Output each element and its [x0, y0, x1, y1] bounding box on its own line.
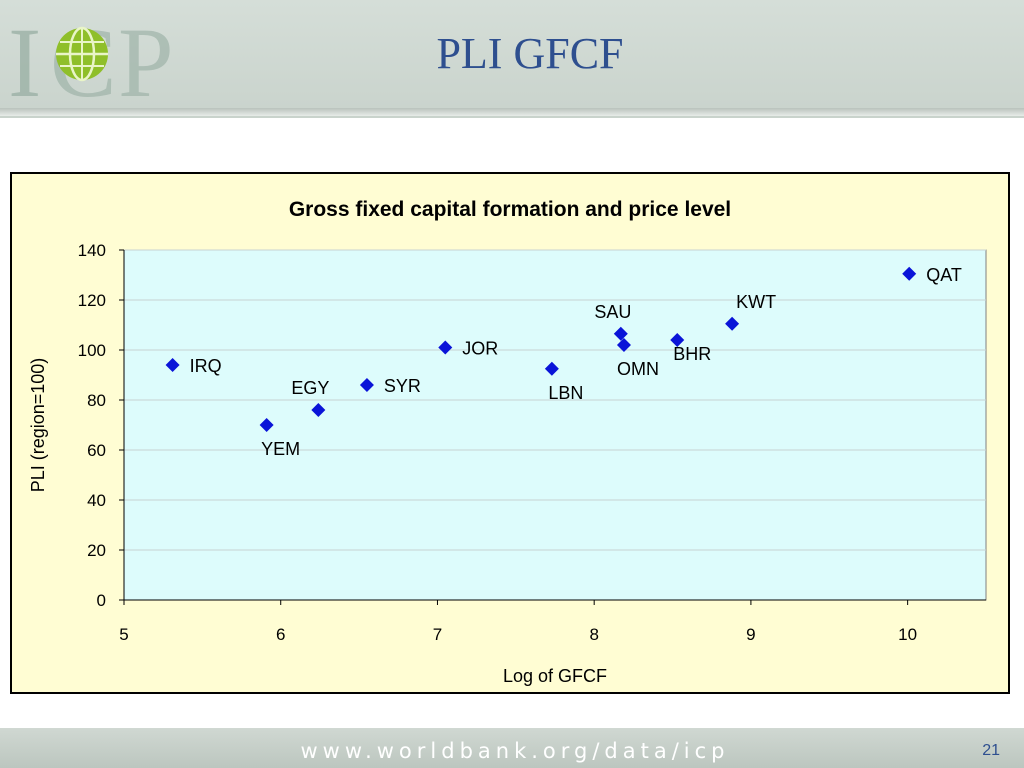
- scatter-chart: 0 20 40 60 80 100 120 140 5 6 7 8 9 10 Gross fixed cap…: [28, 198, 987, 686]
- footer-url[interactable]: www.worldbank.org/data/icp: [300, 739, 730, 763]
- svg-text:I: I: [8, 7, 41, 108]
- data-point-yem: [259, 418, 274, 432]
- point-label: BHR: [673, 344, 711, 364]
- header-divider: [0, 108, 1024, 116]
- y-tick-label: 40: [87, 491, 106, 510]
- data-point-irq: [165, 358, 180, 372]
- x-tick-label: 6: [276, 625, 285, 644]
- point-label: YEM: [261, 439, 300, 459]
- data-point-egy: [311, 403, 326, 417]
- plot-area: [123, 249, 987, 601]
- y-tick-label: 120: [78, 291, 106, 310]
- point-label: OMN: [617, 359, 659, 379]
- page-number: 21: [982, 742, 1000, 759]
- y-tick-label: 60: [87, 441, 106, 460]
- data-point-jor: [438, 340, 453, 355]
- y-tick-label: 140: [78, 241, 106, 260]
- chart-title: Gross fixed capital formation and price …: [289, 198, 731, 221]
- x-tick-label: 5: [119, 625, 128, 644]
- y-tick-label: 20: [87, 541, 106, 560]
- y-axis-label: PLI (region=100): [28, 358, 48, 493]
- slide-header: [0, 0, 1024, 118]
- y-tick-label: 80: [87, 391, 106, 410]
- point-label: LBN: [548, 383, 583, 403]
- svg-text:P: P: [118, 7, 174, 108]
- point-label: SYR: [384, 376, 421, 396]
- point-label: JOR: [462, 339, 498, 359]
- point-label: EGY: [291, 378, 329, 398]
- point-label: IRQ: [190, 356, 222, 376]
- data-point-bhr: [670, 333, 685, 347]
- data-point-lbn: [544, 361, 559, 376]
- data-point-qat: [902, 266, 917, 281]
- icp-logo: I C P: [8, 7, 174, 108]
- data-point-omn: [616, 338, 631, 352]
- x-tick-label: 8: [589, 625, 598, 644]
- slide-title: PLI GFCF: [436, 29, 624, 78]
- point-label: KWT: [736, 292, 776, 312]
- y-tick-label: 0: [97, 591, 106, 610]
- y-tick-label: 100: [78, 341, 106, 360]
- data-point-sau: [613, 326, 628, 341]
- slide-footer: [0, 728, 1024, 768]
- data-point-kwt: [725, 316, 740, 331]
- point-label: QAT: [926, 265, 962, 285]
- globe-icon: [56, 26, 108, 82]
- x-axis-label: Log of GFCF: [503, 666, 607, 686]
- x-tick-label: 7: [433, 625, 442, 644]
- x-tick-label: 10: [898, 625, 917, 644]
- point-label: SAU: [594, 302, 631, 322]
- data-point-syr: [359, 378, 374, 392]
- x-tick-label: 9: [746, 625, 755, 644]
